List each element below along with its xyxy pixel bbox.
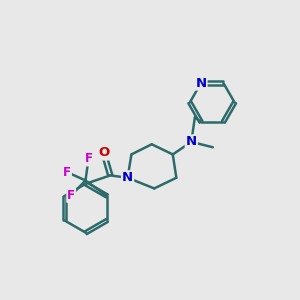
Text: F: F bbox=[85, 152, 92, 166]
Text: N: N bbox=[122, 171, 133, 184]
Text: O: O bbox=[98, 146, 109, 160]
Text: N: N bbox=[186, 135, 197, 148]
Text: F: F bbox=[63, 166, 71, 178]
Text: F: F bbox=[67, 189, 75, 202]
Text: N: N bbox=[195, 76, 207, 90]
